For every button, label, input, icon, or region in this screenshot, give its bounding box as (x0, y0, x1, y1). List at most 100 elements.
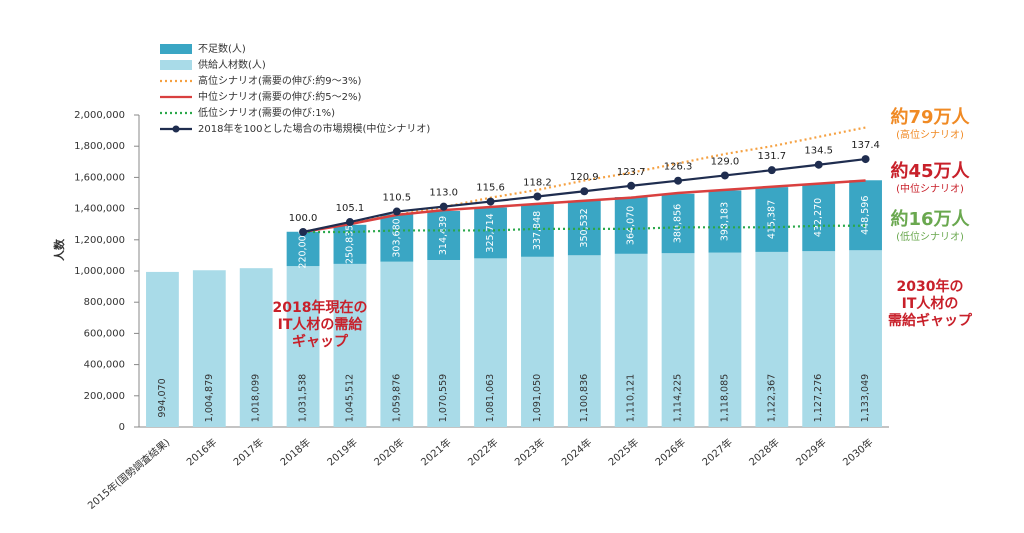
y-tick-label: 600,000 (84, 328, 125, 339)
x-tick-label: 2021年 (418, 436, 454, 469)
legend-label: 供給人材数(人) (198, 58, 266, 71)
bar (849, 180, 882, 251)
bar-label: 325,714 (485, 213, 496, 252)
bar-label: 1,070,559 (438, 374, 449, 422)
bar (427, 259, 461, 427)
point-label: 131.7 (757, 151, 786, 162)
marker (861, 155, 870, 164)
x-tick-label: 2015年(国勢調査結果) (85, 436, 173, 512)
x-tick-label: 2027年 (699, 436, 735, 469)
bar-label: 1,045,512 (344, 374, 355, 422)
annotation: 2018年現在の (273, 299, 368, 316)
annotation: (低位シナリオ) (896, 230, 964, 243)
bar (849, 250, 882, 427)
x-tick-label: 2026年 (652, 436, 688, 469)
bar (521, 204, 554, 257)
marker (627, 181, 636, 190)
legend-swatch (160, 60, 192, 70)
y-tick-label: 1,800,000 (74, 141, 125, 152)
bar (192, 270, 226, 427)
bar (380, 214, 414, 262)
bar-label: 415,387 (766, 200, 777, 239)
marker (533, 192, 542, 201)
bar (380, 261, 414, 427)
x-tick-label: 2020年 (371, 436, 407, 469)
x-tick-label: 2017年 (231, 436, 267, 469)
marker (720, 171, 729, 180)
bar-label: 314,439 (438, 216, 449, 255)
legend-label: 中位シナリオ(需要の伸び:約5～2%) (198, 90, 361, 103)
bar-label: 448,596 (860, 196, 871, 235)
point-label: 129.0 (711, 156, 740, 167)
point-label: 105.1 (336, 203, 365, 214)
bar (755, 187, 789, 252)
annotation: 2030年の (897, 278, 964, 295)
annotation: 約45万人 (890, 160, 970, 182)
bar (661, 193, 695, 254)
bar (427, 210, 461, 260)
x-tick-label: 2022年 (465, 436, 501, 469)
bar-label: 1,114,225 (673, 374, 684, 422)
bar (521, 256, 554, 427)
annotation: 需給ギャップ (888, 312, 973, 329)
point-label: 134.5 (804, 146, 833, 157)
x-tick-label: 2018年 (277, 436, 313, 469)
legend-label: 高位シナリオ(需要の伸び:約9～3%) (198, 74, 361, 87)
bar (755, 251, 789, 427)
annotation: ギャップ (292, 333, 349, 350)
legend-label: 不足数(人) (198, 42, 246, 55)
legend-label: 低位シナリオ(需要の伸び:1%) (198, 106, 335, 119)
point-label: 115.6 (476, 183, 505, 194)
annotation: (高位シナリオ) (896, 128, 964, 141)
bar (239, 268, 273, 427)
bar-label: 1,081,063 (485, 374, 496, 422)
bar-label: 1,031,538 (298, 374, 309, 422)
bar-label: 1,133,049 (860, 374, 871, 422)
bar (802, 251, 836, 427)
y-tick-label: 1,200,000 (74, 235, 125, 246)
annotation: IT人材の (902, 295, 959, 312)
bar (474, 258, 507, 427)
bar (708, 190, 742, 253)
annotation: IT人材の需給 (278, 316, 364, 333)
bar-label: 1,122,367 (766, 374, 777, 422)
point-label: 118.2 (523, 178, 552, 189)
point-label: 113.0 (429, 188, 458, 199)
marker (345, 218, 354, 227)
marker (767, 166, 776, 175)
series-line (303, 224, 866, 234)
x-tick-label: 2028年 (746, 436, 782, 469)
bar (286, 231, 320, 267)
y-tick-label: 2,000,000 (74, 110, 125, 121)
bar (661, 253, 695, 427)
point-label: 137.4 (851, 140, 880, 151)
bar-label: 380,856 (673, 204, 684, 243)
bar (708, 252, 742, 427)
bar-label: 1,118,085 (719, 374, 730, 422)
bar (146, 271, 179, 427)
y-axis-label: 人数 (52, 238, 66, 261)
bar-label: 1,091,050 (532, 374, 543, 422)
bar-label: 1,110,121 (626, 374, 637, 422)
annotation: (中位シナリオ) (896, 182, 964, 195)
bar-label: 1,127,276 (813, 374, 824, 422)
point-label: 110.5 (382, 193, 411, 204)
y-tick-label: 800,000 (84, 297, 125, 308)
bar-label: 364,070 (626, 206, 637, 245)
legend-label: 2018年を100とした場合の市場規模(中位シナリオ) (198, 122, 430, 135)
y-tick-label: 1,000,000 (74, 266, 125, 277)
legend-item: 供給人材数(人) (160, 58, 266, 71)
legend-item: 低位シナリオ(需要の伸び:1%) (160, 106, 335, 119)
point-label: 126.3 (664, 162, 693, 173)
marker (392, 207, 401, 216)
legend-item: 2018年を100とした場合の市場規模(中位シナリオ) (160, 122, 430, 135)
point-label: 123.7 (617, 167, 646, 178)
bar-label: 1,059,876 (391, 374, 402, 422)
bar-label: 398,183 (719, 202, 730, 241)
point-label: 120.9 (570, 172, 599, 183)
legend-marker (172, 125, 180, 133)
y-tick-label: 200,000 (84, 391, 125, 402)
x-tick-label: 2025年 (606, 436, 642, 469)
bar (286, 266, 320, 427)
bar-label: 250,835 (344, 225, 355, 264)
